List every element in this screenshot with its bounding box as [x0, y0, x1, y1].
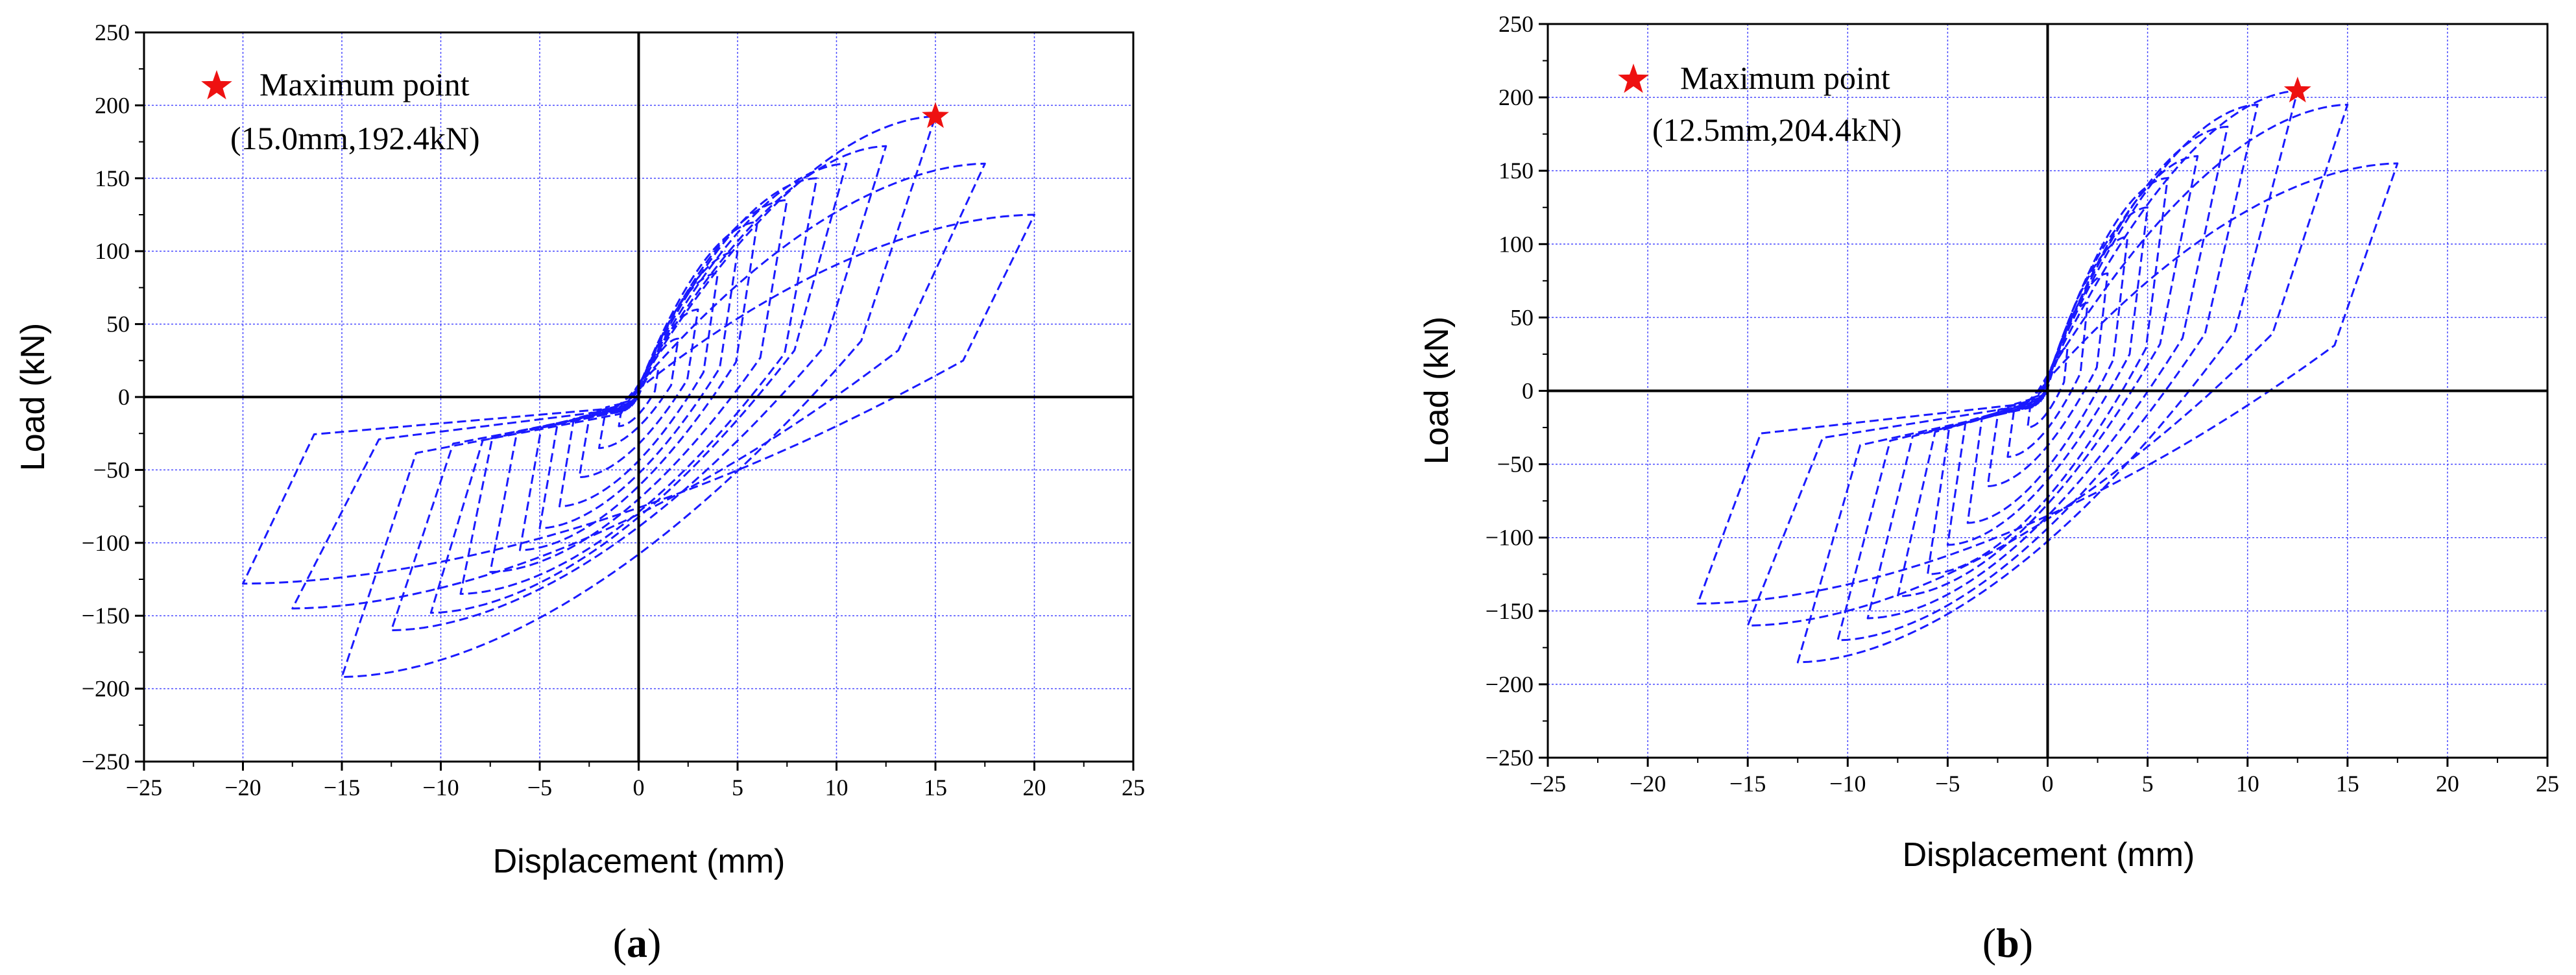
x-tick-label: −10 — [1829, 771, 1866, 797]
hysteresis-loop — [1866, 125, 2229, 620]
hysteresis-loop — [598, 337, 679, 450]
y-tick-label: 200 — [95, 92, 130, 118]
legend-star-icon — [1618, 64, 1649, 93]
x-tick-label: 25 — [2536, 771, 2559, 797]
x-tick-label: −15 — [1729, 771, 1766, 797]
y-tick-label: 0 — [118, 384, 130, 410]
legend-annotation: (15.0mm,192.4kN) — [230, 120, 480, 156]
y-axis-label: Load (kN) — [14, 323, 52, 471]
x-tick-label: −15 — [324, 775, 360, 800]
y-tick-label: −250 — [82, 749, 130, 775]
chart-b: −25 −20 −15 −10 −5 0 5 10 15 20 25−250−200−150−100… — [1418, 11, 2559, 966]
y-tick-label: 100 — [1499, 231, 1534, 257]
caption-letter: b — [1996, 920, 2019, 966]
x-tick-label: −20 — [224, 775, 261, 800]
tick-marks — [1539, 23, 2549, 767]
hysteresis-loops — [1696, 90, 2399, 664]
x-tick-label: 0 — [633, 775, 645, 800]
hysteresis-loop — [578, 308, 699, 479]
legend-label: Maximum point — [259, 66, 470, 102]
hysteresis-loop — [291, 162, 986, 610]
x-tick-label: −25 — [1530, 771, 1566, 797]
y-tick-label: 150 — [95, 165, 130, 191]
x-tick-label: −5 — [1935, 771, 1960, 797]
hysteresis-loop — [390, 145, 887, 632]
legend: Maximum point (12.5mm,204.4kN) — [1618, 60, 1902, 148]
legend: Maximum point (15.0mm,192.4kN) — [201, 66, 480, 156]
y-tick-label: −200 — [82, 676, 130, 702]
hysteresis-loop — [2006, 302, 2089, 458]
tick-labels: −25 −20 −15 −10 −5 0 5 10 15 20 25−250−200−150−100… — [82, 19, 1145, 800]
max-point-marker — [922, 102, 949, 128]
y-tick-label: −50 — [93, 457, 130, 483]
caption-close: ) — [647, 920, 661, 966]
figure-caption-a: (a) — [613, 920, 662, 966]
y-tick-label: −50 — [1497, 451, 1534, 477]
x-axis-label: Displacement (mm) — [493, 843, 786, 880]
y-tick-label: −200 — [1486, 671, 1534, 697]
x-tick-label: 20 — [1023, 775, 1046, 800]
y-tick-label: −100 — [82, 530, 130, 556]
tick-marks — [135, 31, 1135, 771]
panel-a: −25 −20 −15 −10 −5 0 5 10 15 20 25 −250 −200 −150 −100… — [14, 19, 1145, 966]
max-point-star-icon — [2283, 77, 2311, 102]
plot-area-a: −25 −20 −15 −10 −5 0 5 10 15 20 25−250−200−150−100… — [82, 19, 1145, 800]
zero-axes — [1548, 24, 2547, 758]
x-tick-label: −25 — [126, 775, 162, 800]
x-tick-label: 10 — [2236, 771, 2259, 797]
hysteresis-loop — [618, 367, 660, 427]
x-tick-label: 20 — [2436, 771, 2459, 797]
x-tick-label: −20 — [1630, 771, 1666, 797]
chart-a: −25 −20 −15 −10 −5 0 5 10 15 20 25−250−200−150−100… — [14, 19, 1145, 966]
y-tick-label: −150 — [82, 603, 130, 629]
legend-annotation: (12.5mm,204.4kN) — [1652, 112, 1902, 148]
y-tick-label: 250 — [95, 19, 130, 45]
hysteresis-loop — [1836, 103, 2259, 642]
y-tick-label: 100 — [95, 238, 130, 264]
legend-star-icon — [201, 70, 232, 100]
hysteresis-loop — [1696, 162, 2399, 605]
hysteresis-loop — [1986, 272, 2109, 487]
y-axis-label: Load (kN) — [1418, 317, 1456, 464]
y-tick-label: 200 — [1499, 84, 1534, 110]
x-tick-label: 15 — [2336, 771, 2359, 797]
zero-axes — [144, 32, 1133, 762]
plot-area-b: −25 −20 −15 −10 −5 0 5 10 15 20 25−250−200−150−100… — [1486, 11, 2559, 797]
max-point-marker — [2283, 77, 2311, 102]
hysteresis-loop — [538, 250, 739, 529]
x-tick-label: 15 — [924, 775, 947, 800]
x-tick-label: 0 — [2042, 771, 2054, 797]
y-tick-label: 150 — [1499, 158, 1534, 184]
hysteresis-loops — [242, 115, 1035, 679]
caption-close: ) — [2019, 920, 2033, 966]
y-tick-label: 50 — [106, 311, 130, 337]
y-tick-label: −250 — [1486, 745, 1534, 771]
x-tick-label: 25 — [1122, 775, 1145, 800]
x-tick-label: 5 — [732, 775, 743, 800]
hysteresis-loop — [341, 115, 937, 679]
y-tick-label: 250 — [1499, 11, 1534, 37]
y-tick-label: −100 — [1486, 525, 1534, 551]
figure-caption-b: (b) — [1982, 920, 2033, 966]
x-tick-label: −5 — [527, 775, 552, 800]
x-tick-label: −10 — [422, 775, 459, 800]
hysteresis-loop — [559, 272, 719, 508]
caption-open: ( — [613, 920, 627, 966]
y-tick-label: 0 — [1522, 378, 1534, 404]
y-tick-label: 50 — [1510, 304, 1534, 330]
hysteresis-loop — [1796, 90, 2299, 664]
tick-labels: −25 −20 −15 −10 −5 0 5 10 15 20 25−250−200−150−100… — [1486, 11, 2559, 797]
x-tick-label: 5 — [2142, 771, 2154, 797]
y-tick-label: −150 — [1486, 598, 1534, 624]
hysteresis-loop — [242, 213, 1035, 585]
caption-open: ( — [1982, 920, 1996, 966]
panel-b: −25 −20 −15 −10 −5 0 5 10 15 20 25 −250 −200 −150 −100… — [1288, 0, 2576, 975]
legend-label: Maximum point — [1680, 60, 1890, 96]
hysteresis-loop — [1896, 155, 2199, 597]
max-point-star-icon — [922, 102, 949, 128]
caption-letter: a — [627, 920, 647, 966]
hysteresis-loop — [1746, 103, 2349, 627]
x-axis-label: Displacement (mm) — [1903, 836, 2195, 874]
x-tick-label: 10 — [825, 775, 849, 800]
